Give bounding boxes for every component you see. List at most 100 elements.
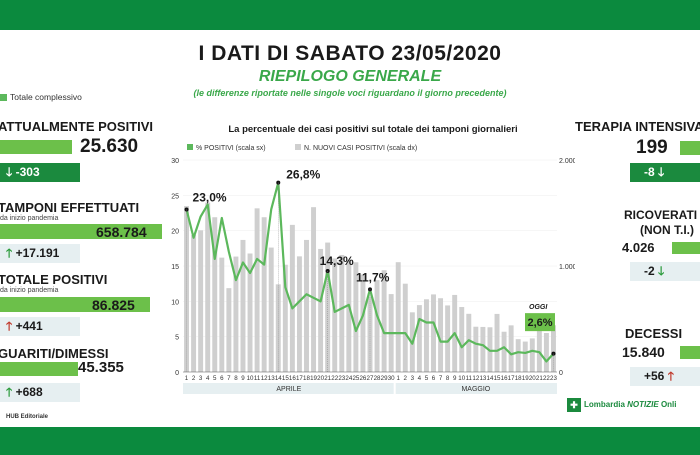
arrow-down-icon: 🡓 [658,165,665,179]
case-bar [522,341,528,372]
x-tick: 13 [479,375,486,382]
x-tick: 3 [199,375,203,382]
x-tick: 22 [331,375,338,382]
x-tick: 19 [522,375,529,382]
tamponi-delta: 🡑 +17.191 [0,244,80,263]
x-tick: 6 [432,375,436,382]
x-tick: 3 [411,375,415,382]
case-bar [247,253,253,372]
positivi-bar [0,140,72,154]
x-tick: 7 [439,375,443,382]
y-left-tick: 30 [171,158,179,165]
x-tick: 26 [359,375,366,382]
totale-label: TOTALE POSITIVI [0,272,108,287]
totale-sub: da inizio pandemia [0,287,59,294]
arrow-up-icon: 🡑 [6,246,13,260]
x-tick: 23 [338,375,345,382]
case-bar [431,294,436,372]
x-tick: 14 [487,375,494,382]
value-label: 26,8% [286,168,320,182]
case-bar [536,328,542,372]
guariti-value: 45.355 [78,359,124,376]
x-tick: 2 [404,375,408,382]
month-band-april [183,383,394,394]
value-label: 11,7% [356,270,390,284]
case-bar [438,298,444,372]
month-label: MAGGIO [461,386,490,393]
arrow-down-icon: 🡓 [6,165,13,179]
case-bar [198,230,204,372]
case-bar [184,206,189,372]
case-bar [332,258,338,372]
terapia-delta: -8 🡓 [630,163,700,182]
case-bar [395,262,401,372]
case-bar [275,284,281,372]
case-bar [551,325,556,372]
x-tick: 25 [352,375,359,382]
case-bar [240,239,246,372]
x-tick: 17 [296,375,303,382]
case-bar [515,339,521,372]
brand-logo: ✚ Lombardia NOTIZIE Onli [567,398,677,412]
y-right-tick: 2.000 [559,158,575,165]
x-tick: 18 [515,375,522,382]
positivi-delta: 🡓 -303 [0,163,80,182]
case-bar [416,305,422,372]
x-tick: 19 [310,375,317,382]
totale-value: 86.825 [92,297,135,313]
x-tick: 10 [247,375,254,382]
x-tick: 23 [550,375,557,382]
x-tick: 17 [508,375,515,382]
x-tick: 5 [213,375,217,382]
x-tick: 9 [453,375,457,382]
guariti-label: GUARITI/DIMESSI [0,346,109,361]
case-bar [212,217,218,372]
decessi-bar [680,346,700,359]
x-tick: 14 [275,375,282,382]
terapia-value: 199 [636,137,668,158]
case-bar [304,239,309,372]
case-bar [374,280,380,372]
key-point [551,351,556,356]
x-tick: 9 [241,375,245,382]
legend-bar-swatch [295,144,301,150]
case-bar [543,332,549,372]
case-bar [353,262,359,372]
legend-line-label: % POSITIVI (scala sx) [196,145,266,152]
guariti-bar [0,362,78,376]
case-bar [501,331,507,372]
case-bar [529,338,535,372]
tamponi-label: TAMPONI EFFETTUATI [0,200,140,215]
chart-title: La percentuale dei casi positivi sul tot… [228,124,518,135]
brand-a: Lombardia [584,400,625,410]
value-label: 23,0% [193,190,227,204]
y-left-tick: 15 [171,264,179,271]
x-tick: 10 [458,375,465,382]
x-tick: 12 [261,375,268,382]
arrow-up-red-icon: 🡑 [667,369,674,383]
case-bar [268,247,274,372]
totale-bar [0,297,150,312]
case-bar [205,202,211,372]
x-tick: 29 [381,375,388,382]
arrow-up-icon: 🡑 [6,385,13,399]
terapia-delta-value: -8 [644,165,655,179]
totale-delta-value: +441 [15,319,43,333]
case-bar [445,305,451,372]
page-subtitle: RIEPILOGO GENERALE [258,68,442,85]
ricoverati-bar [672,242,700,254]
x-tick: 13 [268,375,275,382]
y-right-tick: 1.000 [559,264,575,271]
case-bar [296,256,302,372]
x-tick: 2 [192,375,196,382]
y-left-tick: 25 [171,193,179,200]
ricoverati-delta-value: -2 [644,264,655,278]
arrow-up-red-icon: 🡑 [6,319,13,333]
case-bar [254,208,260,372]
x-tick: 11 [466,375,473,382]
decessi-delta: +56 🡑 [630,367,700,386]
case-bar [466,313,472,372]
case-bar [289,224,295,372]
decessi-label: DECESSI [625,326,683,341]
case-bar [508,325,514,372]
